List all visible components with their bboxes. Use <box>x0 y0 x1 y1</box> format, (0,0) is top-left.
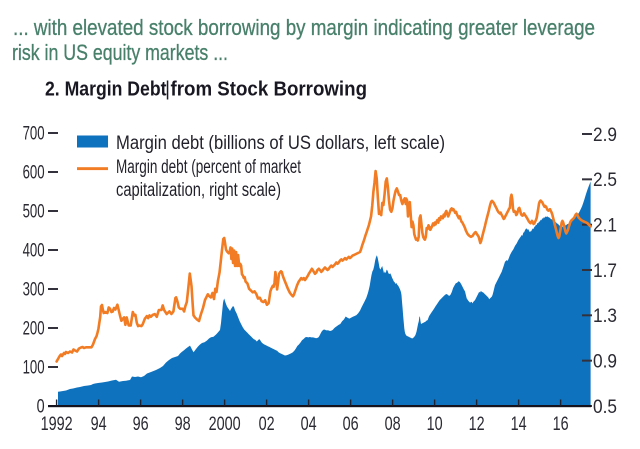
svg-text:94: 94 <box>91 414 107 435</box>
svg-text:Margin debt (billions of US do: Margin debt (billions of US dollars, lef… <box>116 133 445 154</box>
svg-text:500: 500 <box>23 202 45 223</box>
svg-text:08: 08 <box>385 414 401 435</box>
svg-text:100: 100 <box>23 358 45 379</box>
svg-text:2. Margin Debt: 2. Margin Debt <box>45 79 167 101</box>
svg-text:14: 14 <box>511 414 527 435</box>
svg-text:2.5: 2.5 <box>593 170 617 191</box>
svg-text:300: 300 <box>23 280 45 301</box>
svg-text:0.9: 0.9 <box>593 352 617 373</box>
svg-text:16: 16 <box>553 414 569 435</box>
svg-text:risk in US equity markets ...: risk in US equity markets ... <box>12 40 228 65</box>
svg-text:... with elevated stock borrow: ... with elevated stock borrowing by mar… <box>13 15 595 40</box>
svg-text:96: 96 <box>133 414 149 435</box>
svg-text:06: 06 <box>343 414 359 435</box>
svg-text:Margin debt (percent of market: Margin debt (percent of market <box>116 157 302 178</box>
svg-text:12: 12 <box>469 414 485 435</box>
svg-text:400: 400 <box>23 241 45 262</box>
svg-text:200: 200 <box>23 319 45 340</box>
svg-text:98: 98 <box>175 414 191 435</box>
svg-text:capitalization, right scale): capitalization, right scale) <box>116 180 281 201</box>
svg-text:0.5: 0.5 <box>593 397 617 418</box>
svg-text:10: 10 <box>427 414 443 435</box>
svg-text:700: 700 <box>23 124 45 145</box>
svg-text:from Stock Borrowing: from Stock Borrowing <box>171 79 368 101</box>
svg-text:02: 02 <box>259 414 275 435</box>
svg-text:0: 0 <box>37 397 45 418</box>
svg-text:1.3: 1.3 <box>593 306 617 327</box>
svg-text:04: 04 <box>301 414 317 435</box>
svg-text:2000: 2000 <box>209 414 241 435</box>
svg-text:1.7: 1.7 <box>593 261 617 282</box>
svg-text:2.1: 2.1 <box>593 216 617 237</box>
svg-text:1992: 1992 <box>41 414 73 435</box>
svg-text:600: 600 <box>23 163 45 184</box>
svg-text:2.9: 2.9 <box>593 125 617 146</box>
